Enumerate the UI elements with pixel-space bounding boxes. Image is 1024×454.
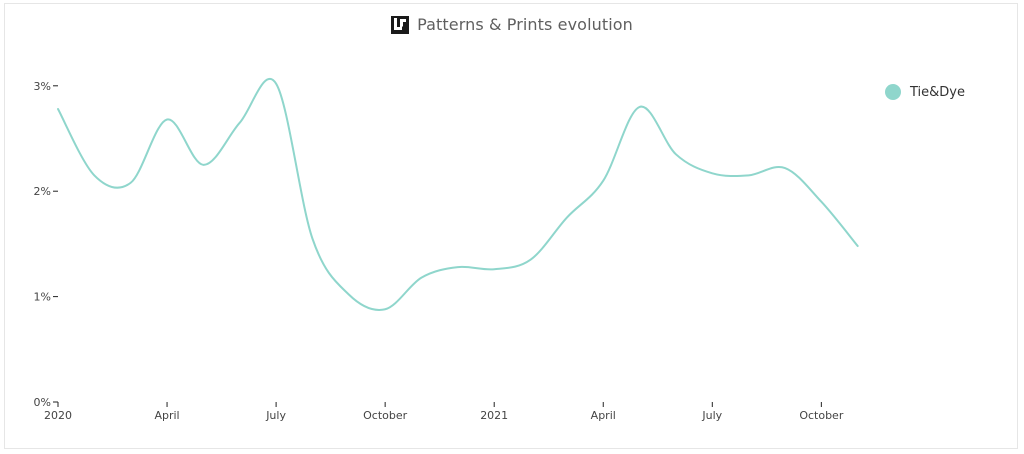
legend-swatch — [885, 84, 901, 100]
legend-label-series-1: Tie&Dye — [910, 84, 965, 100]
legend[interactable]: Tie&Dye — [885, 84, 965, 100]
chart-card — [4, 3, 1018, 449]
x-tick-label: April — [154, 409, 179, 422]
x-tick-label: April — [591, 409, 616, 422]
chart-header: Patterns & Prints evolution — [0, 15, 1024, 34]
chart-title: Patterns & Prints evolution — [417, 15, 633, 34]
x-tick-label: July — [265, 409, 286, 422]
x-tick-label: October — [363, 409, 407, 422]
series-line-1[interactable] — [57, 78, 859, 311]
x-tick-label: 2021 — [480, 409, 508, 422]
brand-logo-icon — [391, 15, 410, 34]
chart-ticks: 0% 1% 2% 3% 2020 April July October 2021 April Jul… — [34, 80, 844, 422]
y-tick-label: 2% — [34, 185, 51, 198]
y-tick-label: 1% — [34, 291, 51, 304]
y-tick-label: 3% — [34, 80, 51, 93]
chart-series — [57, 78, 859, 311]
x-tick-label: July — [701, 409, 722, 422]
x-tick-label: October — [799, 409, 843, 422]
x-tick-label: 2020 — [44, 409, 72, 422]
y-tick-label: 0% — [34, 396, 51, 409]
